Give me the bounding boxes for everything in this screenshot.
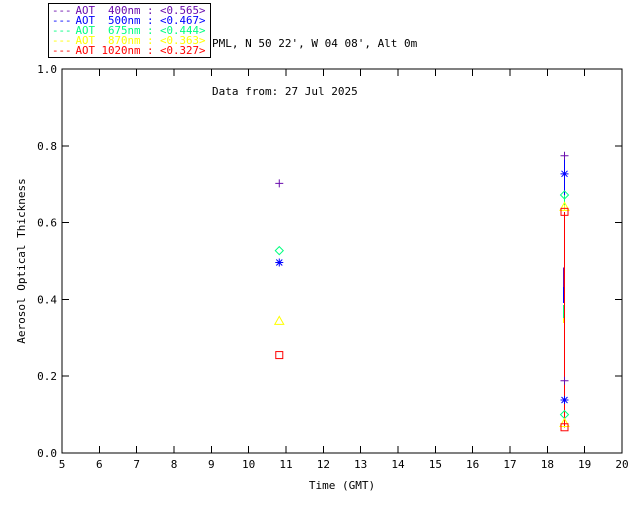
legend-label: AOT 400nm : <0.565> — [75, 4, 206, 17]
x-tick-label: 11 — [279, 458, 292, 471]
x-tick-label: 8 — [171, 458, 178, 471]
x-axis-title: Time (GMT) — [309, 479, 375, 492]
marker-aot-400nm — [275, 179, 284, 188]
x-tick-label: 9 — [208, 458, 215, 471]
station-header: PML, N 50 22', W 04 08', Alt 0m Data fro… — [212, 4, 417, 132]
legend-label: AOT 1020nm : <0.327> — [75, 44, 206, 57]
x-tick-label: 6 — [96, 458, 103, 471]
marker-aot-870nm — [559, 417, 570, 428]
station-info: PML, N 50 22', W 04 08', Alt 0m — [212, 37, 418, 50]
x-tick-label: 10 — [242, 458, 255, 471]
x-tick-label: 13 — [354, 458, 367, 471]
marker-aot-675nm — [559, 190, 570, 200]
legend-line-sample-icon: --- — [52, 34, 72, 47]
marker-aot-500nm — [560, 169, 569, 178]
x-tick-label: 7 — [133, 458, 140, 471]
marker-aot-675nm — [274, 245, 284, 256]
y-tick-label: 0.6 — [37, 217, 57, 230]
legend-label: AOT 675nm : <0.444> — [75, 24, 206, 37]
x-tick-label: 20 — [615, 458, 628, 471]
y-tick-label: 0.4 — [37, 293, 57, 306]
legend-line-sample-icon: --- — [52, 14, 72, 27]
marker-aot-1020nm — [275, 351, 284, 360]
marker-aot-500nm — [560, 396, 569, 405]
x-tick-label: 18 — [541, 458, 554, 471]
x-tick-label: 19 — [578, 458, 591, 471]
y-tick-label: 1.0 — [37, 63, 57, 76]
legend-line-sample-icon: --- — [52, 24, 72, 37]
legend-box: --- AOT 400nm : <0.565> --- AOT 500nm : <0.… — [48, 3, 211, 58]
legend-item: --- AOT 870nm : <0.363> — [52, 34, 207, 47]
legend-label: AOT 500nm : <0.467> — [75, 14, 206, 27]
legend-item: --- AOT 400nm : <0.565> — [52, 4, 207, 17]
x-tick-label: 14 — [391, 458, 405, 471]
marker-aot-500nm — [275, 258, 284, 267]
marker-aot-400nm — [560, 376, 569, 385]
legend-label: AOT 870nm : <0.363> — [75, 34, 206, 47]
marker-aot-1020nm — [560, 207, 569, 216]
legend-item: --- AOT 500nm : <0.467> — [52, 14, 207, 27]
x-tick-label: 16 — [466, 458, 479, 471]
y-tick-label: 0.0 — [37, 447, 57, 460]
x-tick-label: 15 — [429, 458, 442, 471]
marker-aot-1020nm — [560, 423, 569, 432]
y-axis-title: Aerosol Optical Thickness — [15, 178, 28, 344]
plot-box — [61, 68, 623, 454]
data-date: Data from: 27 Jul 2025 — [212, 85, 358, 98]
marker-aot-870nm — [273, 315, 285, 325]
legend-item: --- AOT 675nm : <0.444> — [52, 24, 207, 37]
x-tick-label: 5 — [59, 458, 66, 471]
x-tick-label: 17 — [503, 458, 516, 471]
marker-aot-400nm — [560, 151, 569, 160]
legend-line-sample-icon: --- — [52, 44, 72, 57]
y-tick-label: 0.2 — [37, 370, 57, 383]
x-tick-label: 12 — [317, 458, 330, 471]
marker-aot-870nm — [559, 201, 570, 211]
legend-line-sample-icon: --- — [52, 4, 72, 17]
legend-item: --- AOT 1020nm : <0.327> — [52, 44, 207, 57]
y-tick-label: 0.8 — [37, 140, 57, 153]
